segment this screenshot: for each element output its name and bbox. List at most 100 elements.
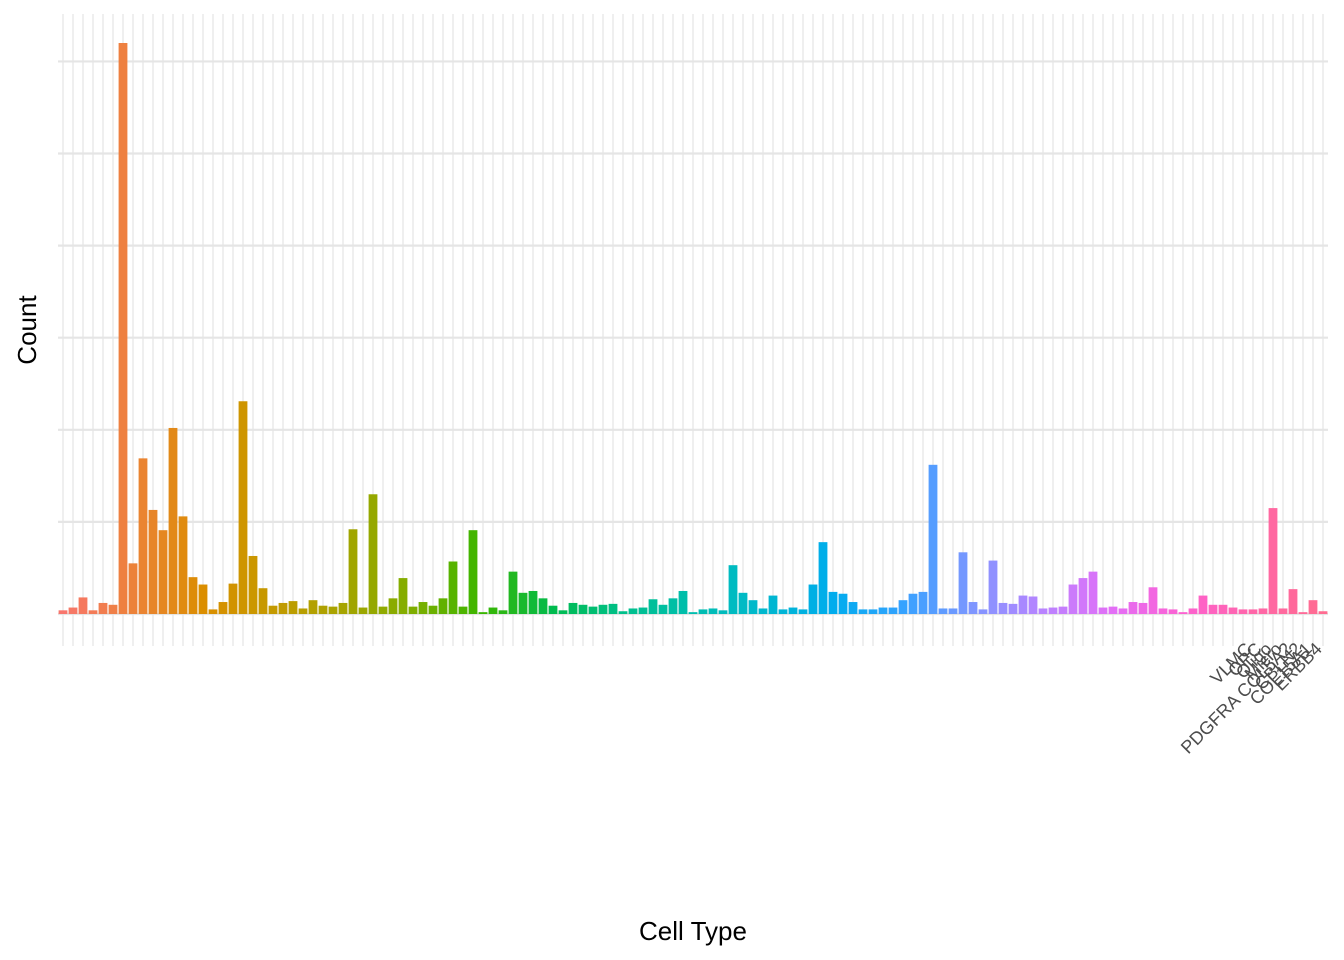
- bar: [1108, 606, 1118, 614]
- bar: [78, 597, 88, 614]
- bar: [68, 607, 78, 614]
- bar: [448, 561, 458, 614]
- bar: [688, 612, 698, 614]
- bar: [1278, 608, 1288, 614]
- bar: [898, 600, 908, 614]
- bar: [168, 427, 178, 614]
- bar: [978, 609, 988, 614]
- bar: [328, 606, 338, 614]
- bar: [198, 584, 208, 614]
- bar: [1298, 612, 1308, 614]
- bar: [1118, 608, 1128, 614]
- bar: [1018, 595, 1028, 614]
- bar: [1318, 611, 1328, 614]
- bar: [608, 603, 618, 614]
- bar: [1028, 596, 1038, 614]
- bar: [698, 609, 708, 614]
- bar: [718, 610, 728, 614]
- bar: [258, 588, 268, 614]
- bar: [1138, 602, 1148, 614]
- bar: [868, 609, 878, 614]
- bar: [1058, 606, 1068, 614]
- y-axis-label: Count: [12, 295, 42, 365]
- bar: [828, 591, 838, 614]
- bar: [578, 604, 588, 614]
- bar: [918, 591, 928, 614]
- bar: [908, 593, 918, 614]
- bar: [358, 607, 368, 614]
- bar: [968, 602, 978, 614]
- bar: [1238, 609, 1248, 614]
- bar: [948, 608, 958, 614]
- bar: [1268, 508, 1278, 614]
- bar: [468, 530, 478, 614]
- bar: [798, 609, 808, 614]
- bar: [208, 609, 218, 614]
- bar: [1068, 584, 1078, 614]
- bar: [768, 595, 778, 614]
- bar: [1208, 604, 1218, 614]
- bar: [1038, 608, 1048, 614]
- bar: [1008, 603, 1018, 614]
- bar: [318, 605, 328, 614]
- bar: [368, 494, 378, 614]
- bar: [1148, 587, 1158, 614]
- bar: [118, 43, 128, 614]
- bar: [158, 530, 168, 614]
- bar: [1098, 607, 1108, 614]
- bar: [1198, 595, 1208, 614]
- horizontal-gridlines: [58, 60, 1328, 616]
- bar: [228, 583, 238, 614]
- bar: [738, 592, 748, 614]
- bar: [188, 577, 198, 614]
- bar: [1188, 608, 1198, 614]
- bar: [288, 601, 298, 614]
- bar: [418, 602, 428, 614]
- bar: [838, 593, 848, 614]
- bar: [98, 602, 108, 614]
- bar: [728, 565, 738, 614]
- bar: [338, 602, 348, 614]
- x-axis-label: Cell Type: [639, 916, 747, 946]
- bar: [888, 607, 898, 614]
- bar: [1218, 604, 1228, 614]
- bar: [248, 555, 258, 614]
- bar: [278, 602, 288, 614]
- bar: [378, 606, 388, 614]
- bar: [588, 606, 598, 614]
- bar: [538, 598, 548, 614]
- vertical-gridlines: [62, 14, 1324, 646]
- bar: [808, 584, 818, 614]
- bar: [388, 598, 398, 614]
- bar: [148, 509, 158, 614]
- bar: [758, 608, 768, 614]
- bar: [528, 590, 538, 614]
- bar: [128, 563, 138, 614]
- bar: [1258, 608, 1268, 614]
- bar: [998, 602, 1008, 614]
- bar: [858, 609, 868, 614]
- bar: [748, 600, 758, 614]
- bar: [1048, 607, 1058, 614]
- bar: [1078, 578, 1088, 614]
- bar: [138, 458, 148, 614]
- bar: [778, 609, 788, 614]
- bar: [268, 605, 278, 614]
- bar: [398, 578, 408, 614]
- bar: [658, 604, 668, 614]
- bar: [1288, 589, 1298, 614]
- bar: [638, 607, 648, 614]
- bar: [568, 602, 578, 614]
- bar: [628, 608, 638, 614]
- bar: [938, 608, 948, 614]
- bar: [678, 590, 688, 614]
- bar: [428, 605, 438, 614]
- bar: [58, 610, 68, 614]
- bar: [1308, 600, 1318, 614]
- bar: [108, 604, 118, 614]
- bar: [558, 610, 568, 614]
- bar: [218, 602, 228, 614]
- bar: [878, 607, 888, 614]
